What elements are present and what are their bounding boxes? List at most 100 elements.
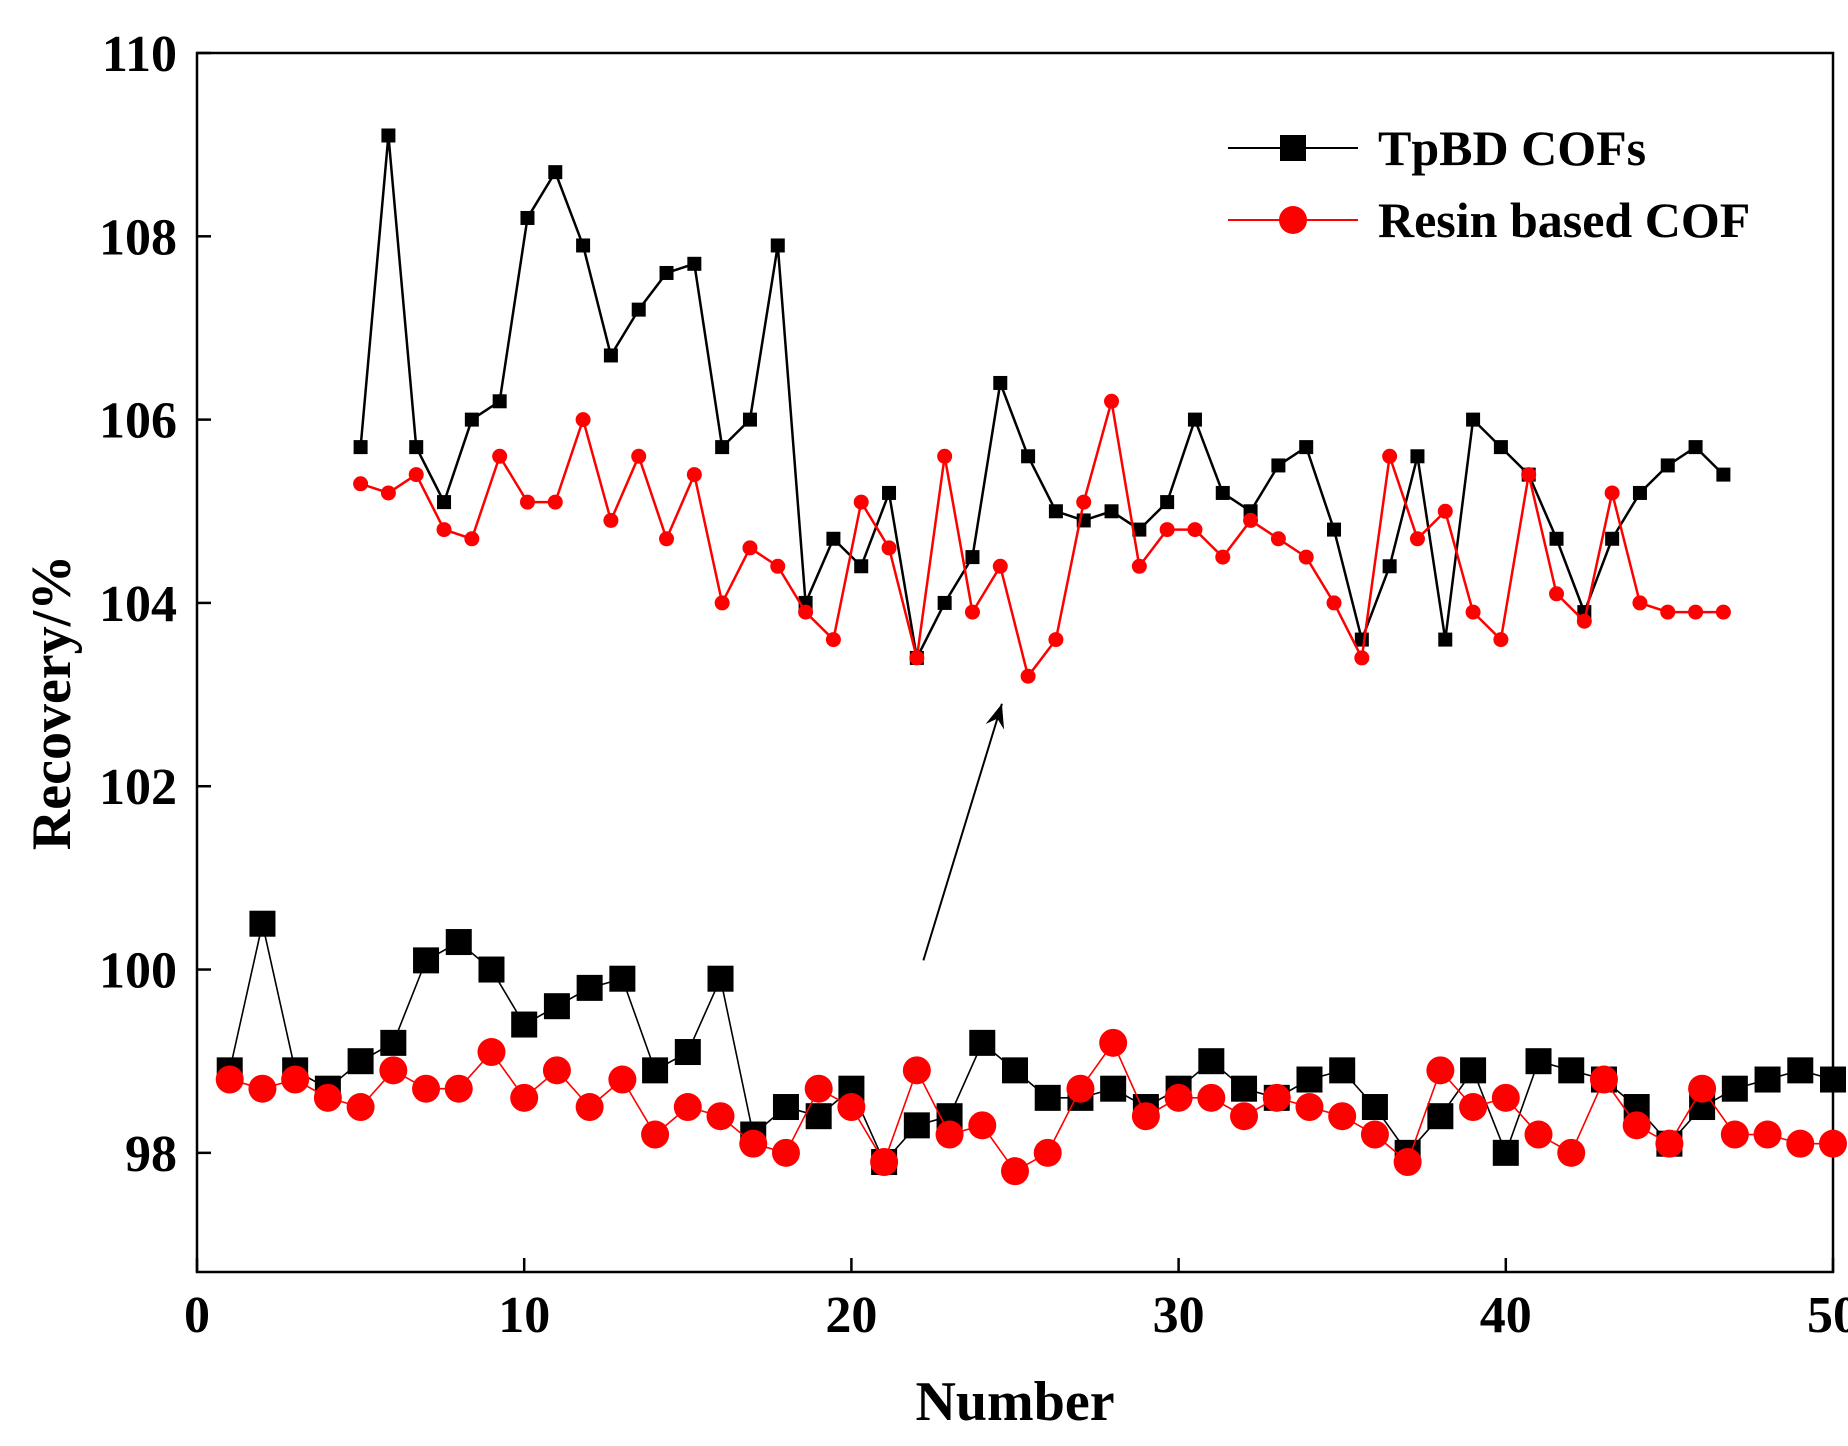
data-point — [1328, 1102, 1357, 1131]
data-point — [1491, 1083, 1520, 1112]
data-point — [477, 1038, 506, 1067]
annotations — [922, 703, 1005, 961]
data-point — [1231, 1075, 1258, 1102]
data-point — [1820, 1066, 1846, 1093]
data-point — [1393, 1148, 1422, 1177]
series-tpbd-cofs-lower — [216, 910, 1846, 1176]
data-point — [1660, 458, 1675, 473]
legend-marker — [1280, 135, 1306, 161]
data-point — [772, 1094, 799, 1121]
data-point — [1438, 632, 1453, 647]
data-point — [445, 929, 472, 956]
data-point — [1326, 595, 1342, 611]
data-point — [992, 558, 1008, 574]
data-point — [1632, 595, 1648, 611]
data-point — [742, 412, 757, 427]
data-point — [511, 1011, 538, 1038]
data-point — [742, 540, 758, 556]
y-tick-label: 104 — [99, 576, 177, 633]
data-point — [313, 1083, 342, 1112]
data-point — [1466, 412, 1481, 427]
data-point — [642, 1057, 669, 1084]
data-point — [674, 1039, 701, 1066]
data-point — [609, 965, 636, 992]
data-point — [1688, 1074, 1717, 1103]
data-point — [1521, 467, 1537, 483]
data-point — [1327, 522, 1342, 537]
data-point — [1100, 1075, 1127, 1102]
data-point — [248, 1074, 277, 1103]
data-point — [1034, 1084, 1061, 1111]
data-point — [902, 1056, 931, 1085]
data-point — [412, 1074, 441, 1103]
data-point — [548, 165, 563, 180]
data-point — [1104, 504, 1119, 519]
data-point — [1360, 1120, 1389, 1149]
legend-entry: Resin based COF — [1228, 192, 1750, 248]
data-point — [1382, 559, 1397, 574]
data-point — [771, 1138, 800, 1167]
data-point — [1159, 522, 1175, 538]
data-point — [909, 650, 925, 666]
legend: TpBD COFs Resin based COF — [1228, 120, 1750, 248]
data-point — [1033, 1138, 1062, 1167]
data-point — [715, 440, 730, 455]
data-point — [576, 238, 591, 253]
data-point — [413, 947, 440, 974]
data-point — [739, 1129, 768, 1158]
data-point — [935, 1120, 964, 1149]
data-point — [1197, 1083, 1226, 1112]
data-point — [687, 256, 702, 271]
data-point — [881, 540, 897, 556]
data-point — [608, 1065, 637, 1094]
data-point — [575, 1093, 604, 1122]
data-point — [937, 448, 953, 464]
x-tick-label: 50 — [1807, 1287, 1848, 1344]
legend-label: TpBD COFs — [1378, 120, 1646, 176]
data-point — [478, 956, 505, 983]
data-point — [519, 494, 535, 510]
data-point — [1493, 632, 1509, 648]
data-point — [575, 412, 591, 428]
series-line — [229, 1041, 1833, 1173]
data-point — [1622, 1111, 1651, 1140]
data-point — [825, 632, 841, 648]
data-point — [854, 559, 869, 574]
data-point — [464, 531, 480, 547]
data-point — [1437, 503, 1453, 519]
data-point — [1354, 650, 1370, 666]
data-point — [770, 558, 786, 574]
x-tick-label: 10 — [498, 1287, 550, 1344]
data-point — [1576, 613, 1592, 629]
data-point — [1296, 1066, 1323, 1093]
data-point — [1382, 448, 1398, 464]
data-point — [215, 1065, 244, 1094]
data-point — [659, 265, 674, 280]
x-tick-label: 40 — [1480, 1287, 1532, 1344]
data-point — [1270, 531, 1286, 547]
data-point — [492, 448, 508, 464]
y-tick-label: 100 — [99, 943, 177, 1000]
data-point — [1720, 1120, 1749, 1149]
data-point — [1048, 632, 1064, 648]
y-axis-label: Recovery/% — [21, 555, 83, 850]
data-point — [1549, 531, 1564, 546]
data-point — [1524, 1120, 1553, 1149]
data-point — [603, 348, 618, 363]
data-point — [641, 1120, 670, 1149]
x-tick-label: 20 — [825, 1287, 877, 1344]
data-point — [1299, 440, 1314, 455]
data-point — [673, 1093, 702, 1122]
data-point — [1021, 449, 1036, 464]
data-point — [1688, 604, 1704, 620]
data-point — [993, 375, 1008, 390]
data-point — [1716, 467, 1731, 482]
data-point — [408, 467, 424, 483]
data-point — [1298, 549, 1314, 565]
data-point — [686, 467, 702, 483]
data-point — [1271, 458, 1286, 473]
data-point — [1215, 485, 1230, 500]
data-point — [576, 974, 603, 1001]
data-point — [1164, 1083, 1193, 1112]
